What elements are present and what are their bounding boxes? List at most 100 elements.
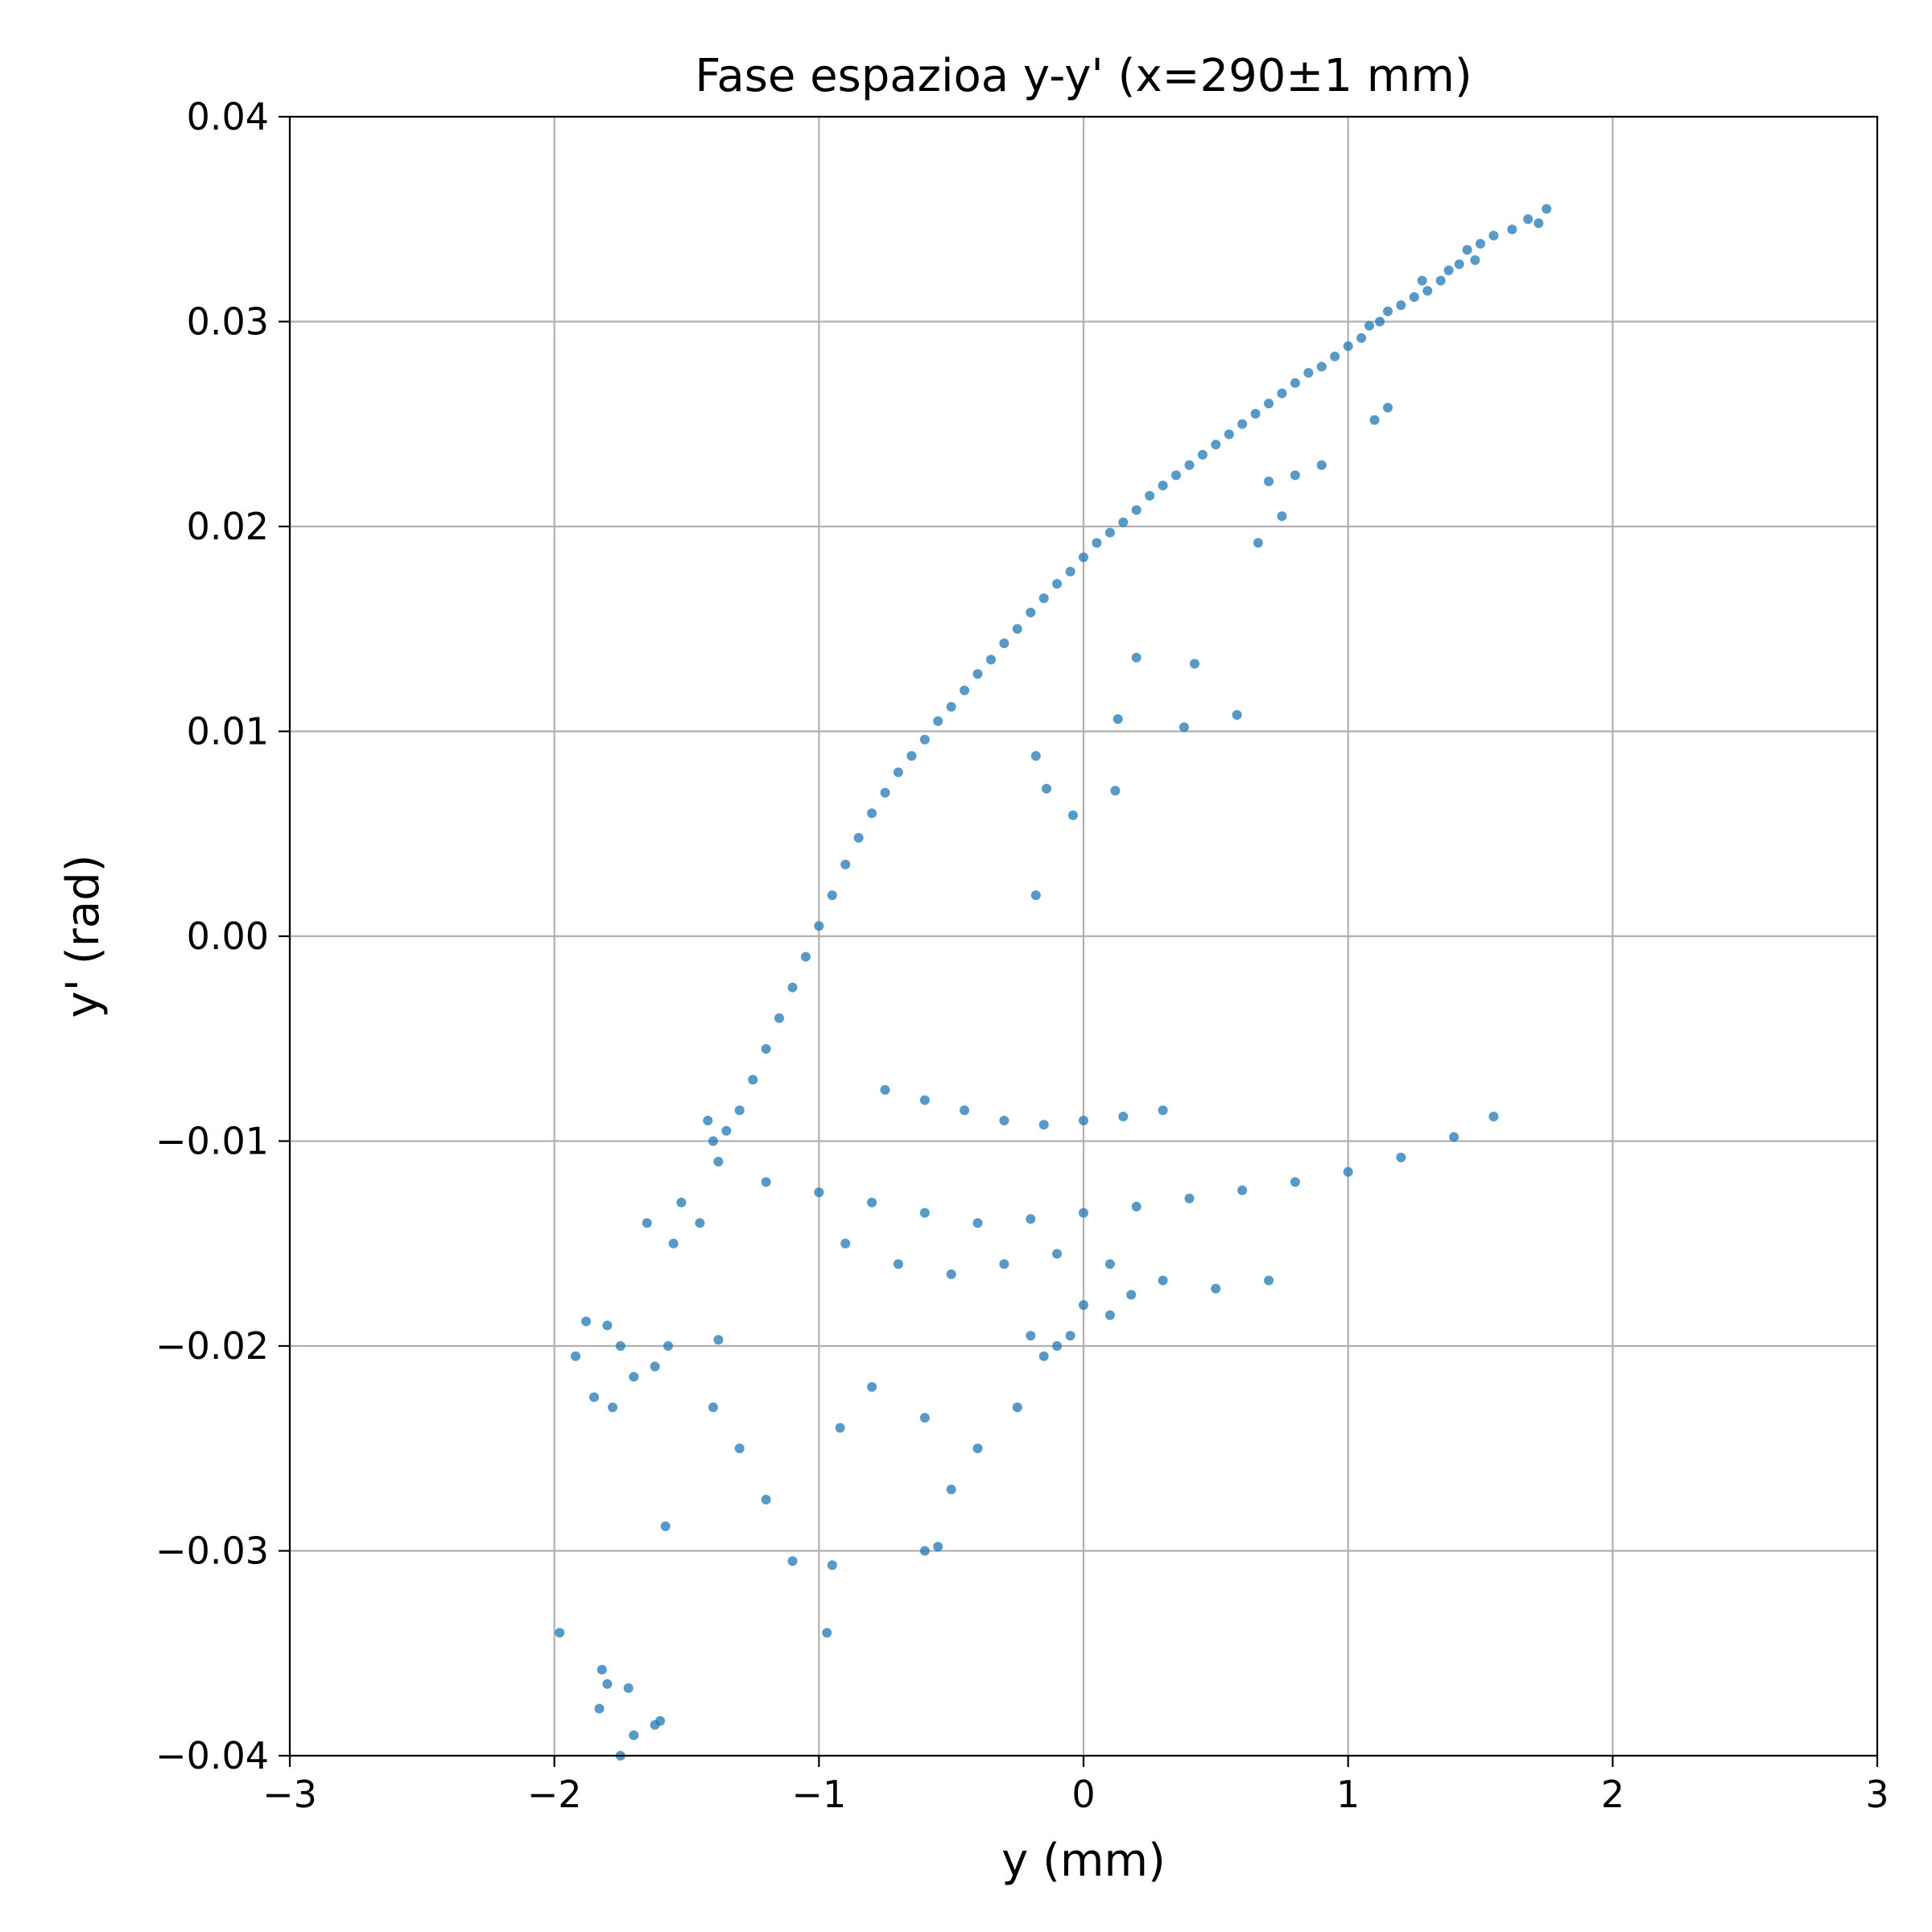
data-point <box>1012 1402 1022 1413</box>
data-point <box>615 1341 625 1351</box>
data-point <box>946 1484 956 1495</box>
data-point <box>1253 538 1263 548</box>
data-point <box>1476 238 1485 249</box>
data-point <box>1211 1283 1221 1294</box>
data-point <box>1145 490 1155 501</box>
data-point <box>906 751 917 761</box>
data-point <box>1383 306 1393 316</box>
data-point <box>1364 320 1374 331</box>
data-point <box>1224 429 1234 440</box>
data-point <box>814 921 824 931</box>
data-point <box>571 1351 580 1361</box>
x-tick-label: 1 <box>1336 1773 1360 1816</box>
data-point <box>1409 292 1419 302</box>
data-point <box>1092 538 1102 548</box>
x-axis-label: y (mm) <box>1001 1835 1166 1887</box>
y-tick-label: 0.04 <box>187 95 269 138</box>
data-point <box>933 716 943 726</box>
data-point <box>1184 460 1195 470</box>
data-point <box>1277 511 1287 522</box>
x-tick-label: 0 <box>1071 1773 1095 1816</box>
data-point <box>986 654 996 665</box>
data-point <box>1171 470 1181 481</box>
data-point <box>1290 1177 1300 1187</box>
data-point <box>1030 890 1041 901</box>
x-tick-label: 2 <box>1601 1773 1624 1816</box>
data-point <box>642 1218 652 1228</box>
data-point <box>1118 517 1129 527</box>
data-point <box>840 859 851 869</box>
data-point <box>1065 567 1075 576</box>
data-point <box>972 1218 983 1228</box>
data-point <box>1104 1259 1115 1269</box>
data-point <box>1523 214 1534 225</box>
data-point <box>919 734 930 745</box>
data-point <box>1264 1275 1274 1286</box>
data-point <box>623 1683 634 1693</box>
x-tick-label: −3 <box>262 1773 317 1816</box>
data-point <box>1038 593 1049 604</box>
data-point <box>1277 388 1287 398</box>
data-point <box>960 1105 970 1116</box>
data-point <box>660 1521 671 1531</box>
data-point <box>602 1678 613 1689</box>
data-point <box>1211 440 1221 450</box>
data-point <box>919 1208 930 1218</box>
data-point <box>708 1136 718 1146</box>
data-point <box>1104 1310 1115 1320</box>
y-tick-label: 0.00 <box>187 914 269 958</box>
data-point <box>555 1628 565 1638</box>
data-point <box>650 1361 660 1372</box>
data-point <box>919 1413 930 1423</box>
data-point <box>835 1422 845 1433</box>
data-point <box>972 1443 983 1454</box>
data-point <box>1264 398 1274 409</box>
data-point <box>1126 1290 1137 1300</box>
data-point <box>840 1238 851 1249</box>
data-point <box>827 890 837 901</box>
data-point <box>655 1715 666 1726</box>
data-point <box>1067 810 1078 820</box>
data-point <box>668 1238 679 1249</box>
data-point <box>734 1105 745 1116</box>
data-point <box>880 787 890 798</box>
data-point <box>946 702 956 712</box>
data-point <box>1012 624 1022 634</box>
data-point <box>1038 1351 1049 1361</box>
data-point <box>787 982 798 993</box>
data-point <box>1330 351 1340 361</box>
data-point <box>1232 710 1242 720</box>
data-point <box>919 1546 930 1556</box>
data-point <box>1104 527 1115 538</box>
chart-title: Fase espazioa y-y' (x=290±1 mm) <box>695 50 1472 102</box>
data-point <box>1507 225 1517 234</box>
data-point <box>800 952 811 962</box>
data-point <box>1065 1331 1075 1341</box>
data-point <box>1396 300 1406 311</box>
data-point <box>1290 470 1300 481</box>
data-point <box>713 1335 724 1345</box>
data-point <box>999 1259 1009 1269</box>
data-point <box>1488 230 1499 241</box>
data-point <box>933 1542 943 1552</box>
data-point <box>867 808 877 819</box>
data-point <box>1250 409 1261 419</box>
data-point <box>867 1381 877 1392</box>
data-point <box>1462 245 1472 255</box>
data-point <box>761 1494 771 1505</box>
data-point <box>1190 658 1199 669</box>
data-point <box>1038 1120 1049 1130</box>
data-point <box>1131 1201 1141 1212</box>
data-point <box>703 1116 713 1125</box>
data-point <box>1052 579 1063 589</box>
data-point <box>708 1402 718 1413</box>
data-point <box>597 1665 607 1675</box>
data-point <box>734 1443 745 1454</box>
data-point <box>1356 332 1367 343</box>
data-point <box>1417 275 1427 286</box>
data-point <box>1396 1152 1406 1162</box>
data-point <box>594 1703 605 1714</box>
data-point <box>581 1316 592 1327</box>
y-tick-label: −0.04 <box>155 1734 269 1777</box>
